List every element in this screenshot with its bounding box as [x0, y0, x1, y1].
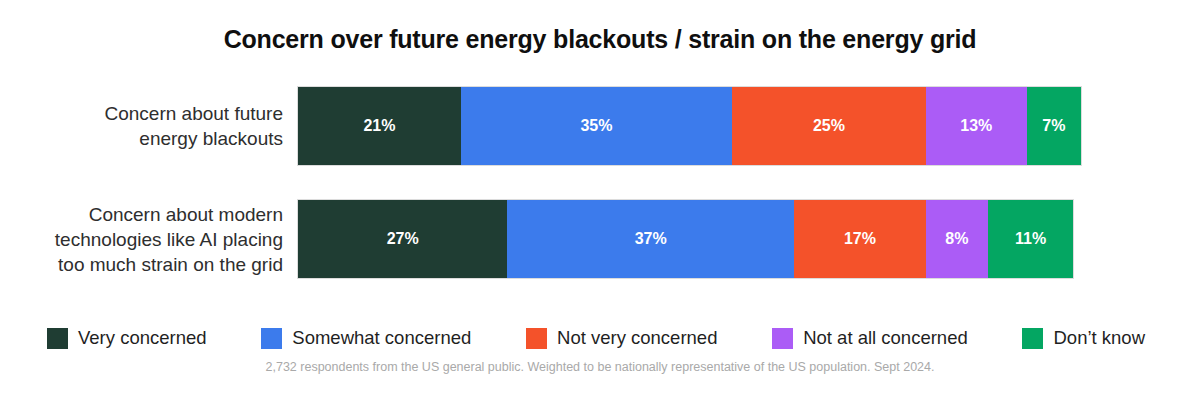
row-label: Concern about moderntechnologies like AI…: [0, 202, 298, 277]
bar-segment: 8%: [926, 200, 988, 278]
legend-swatch-icon: [261, 328, 282, 349]
segment-value-label: 25%: [813, 117, 845, 135]
footnote: 2,732 respondents from the US general pu…: [0, 360, 1200, 374]
legend: Very concerned Somewhat concerned Not very…: [47, 327, 1145, 349]
legend-swatch-icon: [772, 328, 793, 349]
segment-value-label: 7%: [1042, 117, 1065, 135]
bar-segment: 7%: [1027, 87, 1081, 165]
bar-segment: 27%: [298, 200, 507, 278]
stacked-bar: 21% 35% 25% 13% 7%: [298, 87, 1081, 165]
chart-row: Concern about futureenergy blackouts 21% 3…: [0, 87, 1081, 165]
legend-item: Not very concerned: [526, 327, 717, 349]
chart-title: Concern over future energy blackouts / s…: [0, 25, 1200, 54]
legend-item: Don’t know: [1022, 327, 1145, 349]
segment-value-label: 27%: [387, 230, 419, 248]
bar-segment: 35%: [461, 87, 732, 165]
segment-value-label: 8%: [945, 230, 968, 248]
legend-swatch-icon: [1022, 328, 1043, 349]
segment-value-label: 13%: [960, 117, 992, 135]
chart-rows: Concern about futureenergy blackouts 21% 3…: [0, 87, 1081, 278]
segment-value-label: 35%: [580, 117, 612, 135]
segment-value-label: 11%: [1015, 230, 1046, 248]
legend-label: Not very concerned: [557, 327, 717, 349]
bar-segment: 21%: [298, 87, 461, 165]
segment-value-label: 17%: [844, 230, 876, 248]
legend-label: Somewhat concerned: [292, 327, 471, 349]
legend-swatch-icon: [47, 328, 68, 349]
legend-item: Not at all concerned: [772, 327, 968, 349]
legend-label: Don’t know: [1053, 327, 1145, 349]
bar-segment: 11%: [988, 200, 1073, 278]
legend-label: Not at all concerned: [803, 327, 968, 349]
legend-swatch-icon: [526, 328, 547, 349]
legend-item: Somewhat concerned: [261, 327, 471, 349]
legend-label: Very concerned: [78, 327, 207, 349]
bar-segment: 37%: [507, 200, 794, 278]
bar-segment: 13%: [926, 87, 1027, 165]
segment-value-label: 21%: [363, 117, 395, 135]
legend-item: Very concerned: [47, 327, 207, 349]
bar-segment: 17%: [794, 200, 926, 278]
bar-segment: 25%: [732, 87, 926, 165]
row-label: Concern about futureenergy blackouts: [0, 101, 298, 151]
stacked-bar: 27% 37% 17% 8% 11%: [298, 200, 1073, 278]
chart-row: Concern about moderntechnologies like AI…: [0, 200, 1081, 278]
segment-value-label: 37%: [635, 230, 667, 248]
